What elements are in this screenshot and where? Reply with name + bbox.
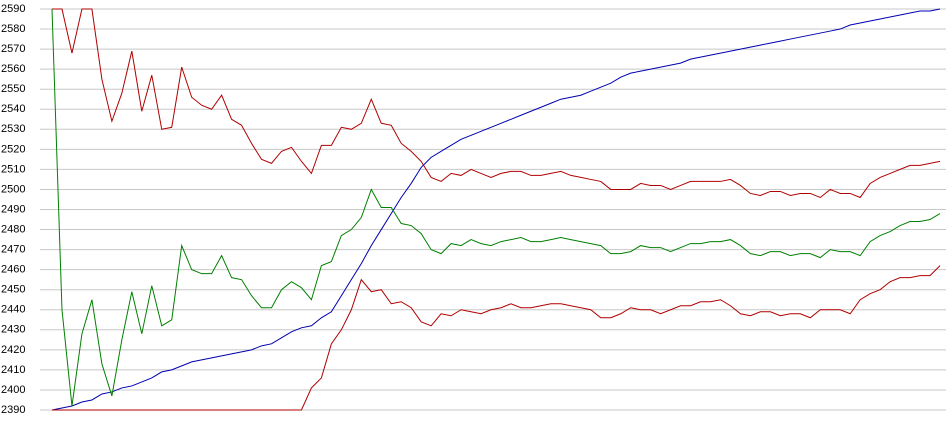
- y-tick-label: 2530: [1, 123, 25, 135]
- y-tick-label: 2590: [1, 3, 25, 15]
- y-tick-label: 2480: [1, 223, 25, 235]
- y-tick-label: 2390: [1, 404, 25, 416]
- series-line: [51, 8, 941, 407]
- series-line: [52, 8, 941, 199]
- y-tick-label: 2490: [1, 203, 25, 215]
- y-tick-label: 2510: [1, 163, 25, 175]
- y-tick-label: 2400: [1, 384, 25, 396]
- y-tick-label: 2420: [1, 344, 25, 356]
- y-tick-label: 2410: [1, 364, 25, 376]
- y-tick-label: 2550: [1, 83, 25, 95]
- y-tick-label: 2460: [1, 264, 25, 276]
- y-tick-label: 2520: [1, 143, 25, 155]
- series-line: [52, 265, 941, 411]
- y-tick-label: 2540: [1, 103, 25, 115]
- y-tick-label: 2500: [1, 183, 25, 195]
- y-tick-label: 2430: [1, 324, 25, 336]
- y-tick-label: 2450: [1, 284, 25, 296]
- series-line: [51, 8, 941, 411]
- y-tick-label: 2440: [1, 304, 25, 316]
- y-tick-label: 2470: [1, 244, 25, 256]
- y-tick-label: 2560: [1, 63, 25, 75]
- y-tick-label: 2580: [1, 23, 25, 35]
- y-tick-label: 2570: [1, 43, 25, 55]
